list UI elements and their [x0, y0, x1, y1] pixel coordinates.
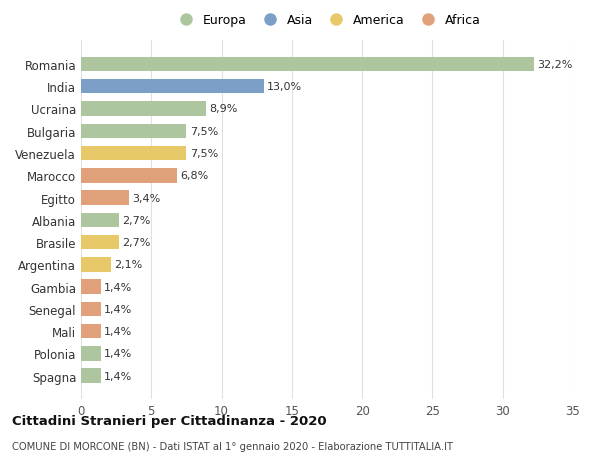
- Text: 3,4%: 3,4%: [133, 193, 161, 203]
- Bar: [81, 57, 533, 72]
- Text: 7,5%: 7,5%: [190, 149, 218, 159]
- Text: 1,4%: 1,4%: [104, 349, 133, 358]
- Text: 2,1%: 2,1%: [114, 260, 142, 270]
- Bar: [81, 347, 101, 361]
- Text: 8,9%: 8,9%: [209, 104, 238, 114]
- Text: 1,4%: 1,4%: [104, 304, 133, 314]
- Bar: [81, 302, 101, 316]
- Text: 1,4%: 1,4%: [104, 326, 133, 336]
- Bar: [81, 168, 176, 183]
- Text: 2,7%: 2,7%: [122, 215, 151, 225]
- Bar: [81, 213, 119, 228]
- Text: 1,4%: 1,4%: [104, 371, 133, 381]
- Bar: [81, 257, 110, 272]
- Text: 1,4%: 1,4%: [104, 282, 133, 292]
- Bar: [81, 369, 101, 383]
- Text: COMUNE DI MORCONE (BN) - Dati ISTAT al 1° gennaio 2020 - Elaborazione TUTTITALIA: COMUNE DI MORCONE (BN) - Dati ISTAT al 1…: [12, 441, 453, 451]
- Text: 7,5%: 7,5%: [190, 127, 218, 136]
- Bar: [81, 80, 264, 94]
- Bar: [81, 280, 101, 294]
- Legend: Europa, Asia, America, Africa: Europa, Asia, America, Africa: [170, 12, 484, 30]
- Text: 2,7%: 2,7%: [122, 238, 151, 247]
- Bar: [81, 124, 187, 139]
- Bar: [81, 191, 129, 205]
- Text: 32,2%: 32,2%: [537, 60, 572, 70]
- Bar: [81, 102, 206, 117]
- Text: 13,0%: 13,0%: [267, 82, 302, 92]
- Bar: [81, 235, 119, 250]
- Bar: [81, 146, 187, 161]
- Text: Cittadini Stranieri per Cittadinanza - 2020: Cittadini Stranieri per Cittadinanza - 2…: [12, 414, 326, 428]
- Text: 6,8%: 6,8%: [180, 171, 208, 181]
- Bar: [81, 324, 101, 339]
